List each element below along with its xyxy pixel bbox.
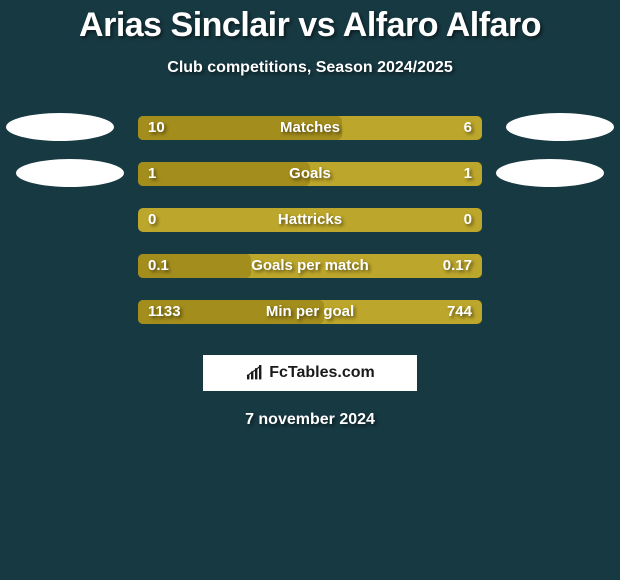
title: Arias Sinclair vs Alfaro Alfaro xyxy=(0,0,620,45)
subtitle: Club competitions, Season 2024/2025 xyxy=(0,59,620,77)
brand-text: FcTables.com xyxy=(269,364,375,382)
date-text: 7 november 2024 xyxy=(0,411,620,429)
right-oval xyxy=(496,159,604,187)
stat-row: 00Hattricks xyxy=(0,197,620,243)
bar-track xyxy=(138,208,482,232)
left-oval xyxy=(6,113,114,141)
comparison-infographic: Arias Sinclair vs Alfaro Alfaro Club com… xyxy=(0,0,620,580)
left-oval xyxy=(16,159,124,187)
stat-row: 1133744Min per goal xyxy=(0,289,620,335)
bar-fill xyxy=(138,162,310,186)
bar-fill xyxy=(138,116,342,140)
stat-row: 11Goals xyxy=(0,151,620,197)
chart-icon xyxy=(245,365,265,381)
bar-fill xyxy=(138,254,251,278)
bar-fill xyxy=(138,300,324,324)
brand-box: FcTables.com xyxy=(201,353,419,393)
stat-rows: 106Matches11Goals00Hattricks0.10.17Goals… xyxy=(0,105,620,335)
stat-row: 106Matches xyxy=(0,105,620,151)
stat-row: 0.10.17Goals per match xyxy=(0,243,620,289)
right-oval xyxy=(506,113,614,141)
